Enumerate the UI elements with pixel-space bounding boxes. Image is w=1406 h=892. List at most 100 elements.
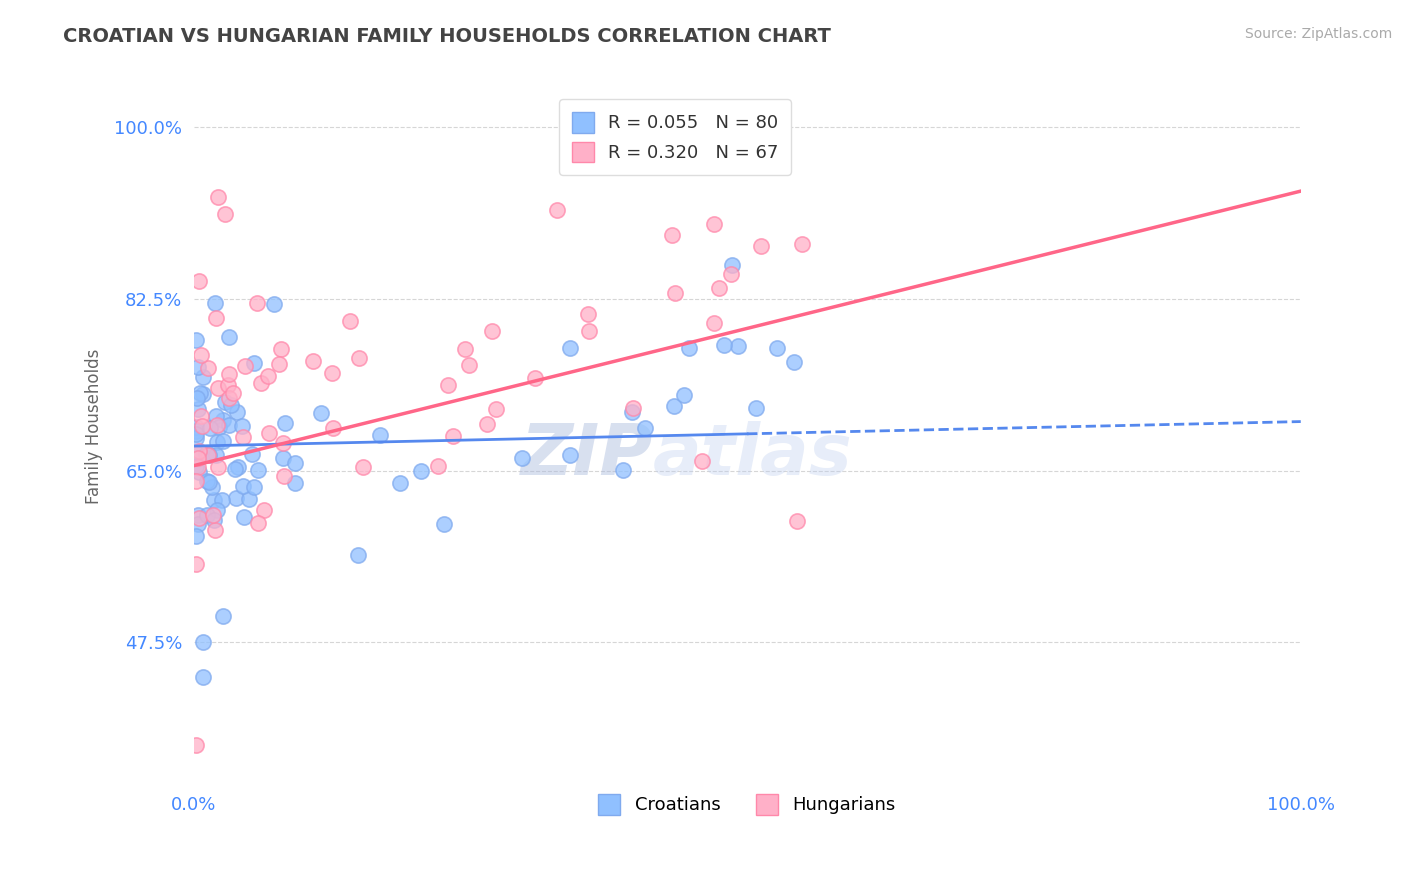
Point (232, 510, 254, 524)
Point (190, 409, 212, 423)
Point (578, 325, 600, 339)
Text: ZIP: ZIP (520, 421, 652, 490)
Point (250, 376, 273, 391)
Point (205, 418, 228, 433)
Point (207, 190, 229, 204)
Point (233, 359, 256, 373)
Point (184, 738, 207, 752)
Point (186, 392, 208, 406)
Point (231, 418, 253, 433)
Point (184, 528, 207, 542)
Point (232, 430, 254, 444)
Point (792, 237, 814, 252)
Point (187, 460, 209, 475)
Point (672, 388, 695, 402)
Point (576, 307, 599, 321)
Y-axis label: Family Households: Family Households (86, 349, 103, 504)
Point (188, 385, 211, 400)
Point (475, 417, 498, 431)
Point (197, 448, 219, 462)
Point (232, 479, 254, 493)
Point (484, 402, 506, 417)
Point (184, 431, 207, 445)
Point (188, 511, 211, 525)
Point (211, 492, 233, 507)
Point (212, 434, 235, 448)
Point (621, 401, 644, 416)
Point (186, 359, 208, 374)
Point (202, 513, 225, 527)
Point (270, 342, 292, 356)
Point (194, 447, 217, 461)
Point (187, 443, 209, 458)
Point (224, 462, 246, 476)
Point (204, 523, 226, 537)
Point (240, 447, 263, 461)
Point (745, 401, 768, 416)
Point (766, 341, 789, 355)
Point (187, 517, 209, 532)
Point (678, 341, 700, 355)
Point (197, 475, 219, 489)
Point (197, 448, 219, 462)
Point (205, 310, 228, 325)
Point (352, 459, 374, 474)
Point (218, 417, 240, 432)
Point (720, 258, 742, 272)
Point (441, 429, 464, 443)
Point (546, 203, 568, 218)
Point (243, 356, 266, 370)
Point (409, 464, 432, 478)
Point (184, 419, 207, 434)
Point (193, 669, 215, 683)
Point (612, 463, 634, 477)
Point (214, 395, 236, 409)
Point (197, 361, 219, 376)
Point (786, 514, 808, 528)
Point (188, 274, 211, 288)
Point (707, 281, 730, 295)
Point (207, 434, 229, 449)
Point (201, 480, 224, 494)
Point (193, 386, 215, 401)
Point (187, 401, 209, 416)
Point (368, 428, 391, 442)
Point (190, 348, 212, 362)
Point (246, 295, 269, 310)
Point (208, 420, 231, 434)
Point (191, 369, 214, 384)
Point (188, 465, 211, 479)
Point (322, 420, 344, 434)
Point (339, 314, 361, 328)
Point (783, 354, 806, 368)
Point (238, 491, 260, 506)
Point (226, 460, 249, 475)
Point (256, 369, 278, 384)
Point (702, 218, 724, 232)
Point (389, 475, 412, 490)
Point (225, 404, 247, 418)
Point (222, 385, 245, 400)
Point (187, 508, 209, 523)
Point (211, 412, 233, 426)
Point (205, 448, 228, 462)
Point (243, 479, 266, 493)
Point (184, 458, 207, 473)
Point (347, 351, 370, 365)
Point (309, 406, 332, 420)
Point (458, 358, 481, 372)
Point (257, 425, 280, 440)
Point (205, 503, 228, 517)
Point (212, 609, 235, 624)
Point (634, 421, 657, 435)
Point (198, 421, 221, 435)
Point (253, 503, 276, 517)
Point (437, 378, 460, 392)
Point (204, 492, 226, 507)
Point (427, 458, 450, 473)
Point (560, 341, 582, 355)
Point (246, 463, 269, 477)
Point (195, 508, 218, 523)
Point (198, 475, 221, 489)
Point (621, 405, 644, 419)
